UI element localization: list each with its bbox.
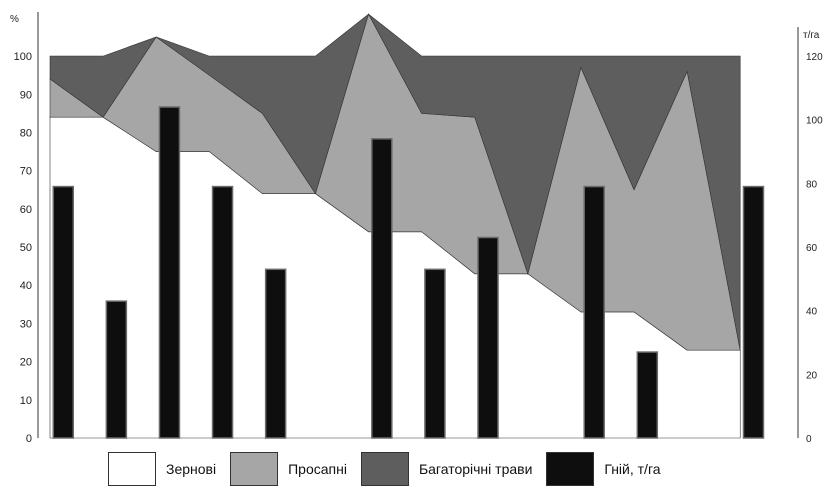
left-tick-label: 70 bbox=[20, 166, 32, 178]
right-tick-label: 100 bbox=[806, 116, 823, 127]
legend-swatch-grain bbox=[108, 452, 156, 486]
left-axis-ticks: 0 10 20 30 40 50 60 70 80 90 100 bbox=[14, 51, 32, 445]
right-axis-ticks: 0 20 40 60 80 100 120 bbox=[806, 52, 823, 445]
manure-bar bbox=[477, 236, 499, 439]
left-tick-label: 20 bbox=[20, 357, 32, 369]
legend-item-perennial-grasses: Багаторічні трави bbox=[360, 452, 533, 486]
manure-bar bbox=[636, 351, 659, 439]
left-tick-label: 100 bbox=[14, 51, 32, 63]
left-axis-unit: % bbox=[10, 14, 19, 25]
left-tick-label: 40 bbox=[20, 280, 32, 292]
manure-bar bbox=[583, 185, 605, 439]
manure-bars bbox=[52, 106, 765, 439]
left-tick-label: 0 bbox=[26, 433, 32, 445]
left-tick-label: 60 bbox=[20, 204, 32, 216]
legend-item-manure: Гній, т/га bbox=[546, 452, 661, 486]
manure-bar bbox=[264, 268, 287, 439]
legend-label-row-crops: Просапні bbox=[288, 461, 347, 477]
area-perennial-grasses bbox=[49, 13, 741, 351]
right-tick-label: 120 bbox=[806, 52, 823, 63]
manure-bar bbox=[158, 106, 181, 439]
legend-swatch-perennial-grasses bbox=[360, 452, 409, 486]
right-tick-label: 40 bbox=[806, 307, 818, 318]
left-tick-label: 30 bbox=[20, 318, 32, 330]
left-tick-label: 90 bbox=[20, 89, 32, 101]
legend-label-perennial-grasses: Багаторічні трави bbox=[418, 461, 533, 477]
legend-label-grain: Зернові bbox=[166, 461, 217, 477]
legend-swatch-row-crops bbox=[230, 452, 279, 486]
right-tick-label: 60 bbox=[806, 243, 818, 254]
legend: Зернові Просапні Багаторічні трави Гній,… bbox=[108, 451, 675, 487]
manure-bar bbox=[52, 185, 75, 439]
manure-bar bbox=[742, 185, 765, 439]
left-tick-label: 10 bbox=[20, 395, 32, 407]
left-tick-label: 50 bbox=[20, 242, 32, 254]
manure-bar bbox=[371, 138, 393, 439]
legend-label-manure: Гній, т/га bbox=[604, 461, 661, 477]
left-tick-label: 80 bbox=[20, 127, 32, 139]
manure-bar bbox=[211, 185, 234, 439]
manure-bar bbox=[424, 268, 446, 439]
right-tick-label: 0 bbox=[806, 434, 812, 445]
legend-item-grain: Зернові bbox=[108, 452, 216, 486]
right-axis-unit: т/га bbox=[803, 30, 820, 41]
legend-swatch-manure bbox=[546, 452, 595, 486]
right-tick-label: 20 bbox=[806, 370, 818, 381]
right-tick-label: 80 bbox=[806, 179, 818, 190]
legend-item-row-crops: Просапні bbox=[230, 452, 347, 486]
manure-bar bbox=[105, 300, 128, 439]
